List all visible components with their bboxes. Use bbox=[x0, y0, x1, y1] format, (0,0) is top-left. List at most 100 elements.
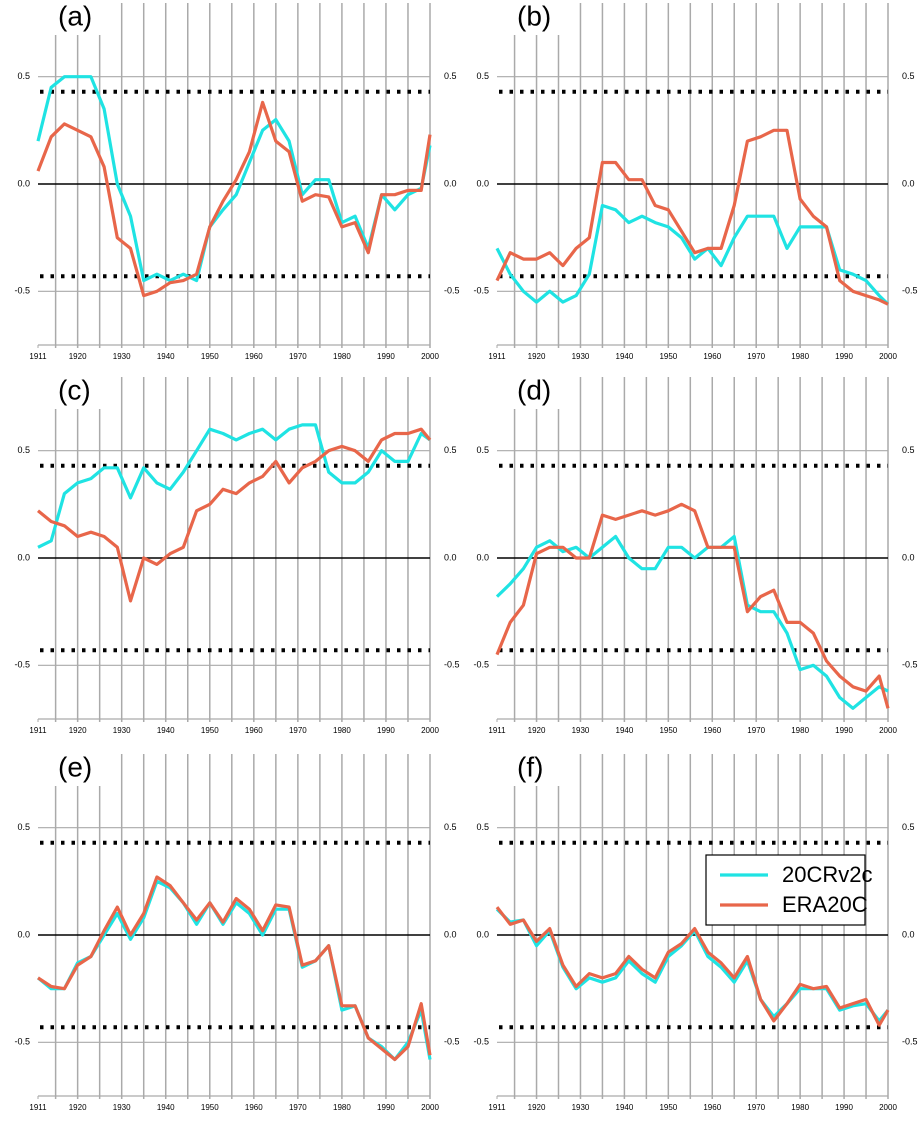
x-tick-label: 1950 bbox=[201, 352, 219, 361]
x-tick-label: 1960 bbox=[703, 1103, 721, 1112]
y-tick-label-right: 0.0 bbox=[902, 929, 915, 939]
legend-box bbox=[705, 854, 866, 926]
x-tick-label: 1960 bbox=[245, 1103, 263, 1112]
y-tick-label-right: 0.0 bbox=[444, 552, 457, 562]
x-tick-label: 2000 bbox=[879, 1103, 897, 1112]
x-tick-label: 1960 bbox=[703, 352, 721, 361]
y-tick-label-right: 0.5 bbox=[444, 445, 457, 455]
x-tick-label: 2000 bbox=[421, 352, 439, 361]
y-tick-label-right: -0.5 bbox=[902, 286, 918, 296]
panel: -0.5 -0.5 0.0 0.0 0.5 0.5 1911 1920 1930 1940 1950… bbox=[473, 0, 918, 361]
y-tick-label-right: -0.5 bbox=[902, 660, 918, 670]
x-tick-label: 1911 bbox=[488, 352, 506, 361]
y-tick-label: -0.5 bbox=[473, 1037, 489, 1047]
x-tick-label: 1950 bbox=[659, 352, 677, 361]
series-line bbox=[36, 100, 432, 298]
x-tick-label: 1950 bbox=[201, 726, 219, 735]
x-tick-label: 1920 bbox=[69, 726, 87, 735]
x-tick-label: 1930 bbox=[113, 726, 131, 735]
y-tick-label: 0.0 bbox=[17, 929, 30, 939]
x-tick-label: 1950 bbox=[659, 1103, 677, 1112]
y-tick-label-right: 0.0 bbox=[444, 929, 457, 939]
x-tick-label: 2000 bbox=[879, 352, 897, 361]
y-tick-label-right: 0.5 bbox=[902, 71, 915, 81]
y-tick-label: 0.0 bbox=[476, 178, 489, 188]
x-tick-label: 1970 bbox=[747, 726, 765, 735]
x-tick-label: 1990 bbox=[835, 1103, 853, 1112]
y-tick-label: 0.0 bbox=[476, 929, 489, 939]
legend-label: 20CRv2c bbox=[782, 862, 872, 887]
x-tick-label: 1911 bbox=[29, 352, 47, 361]
y-tick-label: -0.5 bbox=[14, 1037, 30, 1047]
y-tick-label-right: 0.0 bbox=[444, 178, 457, 188]
x-tick-label: 1970 bbox=[747, 1103, 765, 1112]
x-tick-label: 1930 bbox=[113, 352, 131, 361]
x-tick-label: 1990 bbox=[377, 1103, 395, 1112]
x-tick-label: 1980 bbox=[333, 1103, 351, 1112]
title-bg bbox=[52, 0, 102, 35]
y-tick-label-right: -0.5 bbox=[444, 286, 460, 296]
x-tick-label: 1940 bbox=[157, 726, 175, 735]
series-line bbox=[495, 908, 890, 1023]
y-tick-label-right: -0.5 bbox=[444, 660, 460, 670]
y-tick-label-right: 0.5 bbox=[444, 71, 457, 81]
y-tick-label: 0.0 bbox=[17, 552, 30, 562]
x-tick-label: 1990 bbox=[377, 726, 395, 735]
y-tick-label-right: -0.5 bbox=[902, 1037, 918, 1047]
series-line bbox=[36, 879, 432, 1062]
y-tick-label-right: 0.5 bbox=[444, 822, 457, 832]
title-bg bbox=[511, 0, 561, 35]
x-tick-label: 1930 bbox=[572, 352, 590, 361]
y-tick-label-right: 0.5 bbox=[902, 445, 915, 455]
legend-label: ERA20C bbox=[782, 892, 868, 917]
y-tick-label: 0.0 bbox=[17, 178, 30, 188]
title-bg bbox=[511, 750, 561, 786]
x-tick-label: 1940 bbox=[616, 726, 634, 735]
x-tick-label: 1980 bbox=[333, 352, 351, 361]
series-line bbox=[37, 423, 431, 549]
x-tick-label: 1930 bbox=[572, 726, 590, 735]
title-bg bbox=[52, 373, 102, 409]
x-tick-label: 1970 bbox=[747, 352, 765, 361]
x-tick-label: 1940 bbox=[157, 352, 175, 361]
panel-title: (a) bbox=[58, 0, 92, 31]
series-line bbox=[37, 875, 432, 1062]
x-tick-label: 1911 bbox=[29, 1103, 47, 1112]
x-tick-label: 1960 bbox=[245, 726, 263, 735]
x-tick-label: 1950 bbox=[201, 1103, 219, 1112]
panel-title: (e) bbox=[58, 751, 92, 782]
panel: -0.5 -0.5 0.0 0.0 0.5 0.5 1911 1920 1930 1940 1950… bbox=[14, 750, 460, 1112]
series-line bbox=[495, 502, 890, 709]
y-tick-label: 0.5 bbox=[17, 71, 30, 81]
y-tick-label: 0.5 bbox=[476, 822, 489, 832]
x-tick-label: 1990 bbox=[835, 352, 853, 361]
series-line bbox=[36, 75, 432, 283]
y-tick-label-right: 0.5 bbox=[902, 822, 915, 832]
y-tick-label-right: 0.0 bbox=[902, 178, 915, 188]
y-tick-label: 0.5 bbox=[17, 445, 30, 455]
title-bg bbox=[511, 373, 561, 409]
x-tick-label: 1911 bbox=[29, 726, 47, 735]
x-tick-label: 1940 bbox=[616, 352, 634, 361]
title-bg bbox=[52, 750, 102, 786]
series-line bbox=[495, 203, 890, 306]
y-tick-label: -0.5 bbox=[14, 660, 30, 670]
x-tick-label: 2000 bbox=[421, 726, 439, 735]
y-tick-label-right: -0.5 bbox=[444, 1037, 460, 1047]
x-tick-label: 1970 bbox=[289, 1103, 307, 1112]
x-tick-label: 1960 bbox=[245, 352, 263, 361]
y-tick-label: 0.5 bbox=[17, 822, 30, 832]
x-tick-label: 1920 bbox=[69, 1103, 87, 1112]
series-line bbox=[495, 906, 890, 1027]
panel: -0.5 -0.5 0.0 0.0 0.5 0.5 1911 1920 1930 1940 1950… bbox=[473, 750, 918, 1112]
panel-title: (b) bbox=[517, 0, 551, 31]
x-tick-label: 1940 bbox=[616, 1103, 634, 1112]
panel: -0.5 -0.5 0.0 0.0 0.5 0.5 1911 1920 1930 1940 1950… bbox=[14, 373, 460, 735]
x-tick-label: 1980 bbox=[791, 726, 809, 735]
x-tick-label: 1990 bbox=[835, 726, 853, 735]
x-tick-label: 1930 bbox=[113, 1103, 131, 1112]
x-tick-label: 2000 bbox=[421, 1103, 439, 1112]
x-tick-label: 1920 bbox=[69, 352, 87, 361]
